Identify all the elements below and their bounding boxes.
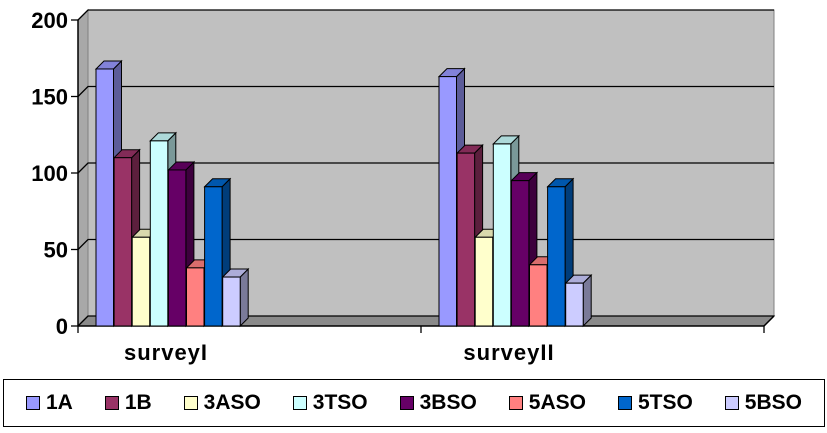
gridline	[77, 9, 774, 21]
legend-label: 5TSO	[637, 391, 693, 414]
x-category-labels: surveyI surveyII	[124, 340, 554, 365]
bars	[94, 59, 593, 328]
bar-front	[474, 236, 494, 327]
y-tick-label: 150	[31, 85, 68, 110]
legend-label: 1B	[124, 391, 152, 414]
legend-label: 1A	[45, 391, 73, 414]
bar-front	[95, 68, 114, 327]
bar-front	[186, 267, 205, 327]
legend-label: 3BSO	[419, 391, 477, 414]
bar	[564, 273, 593, 328]
bar-front	[222, 276, 241, 327]
legend-item: 3TSO	[292, 391, 368, 415]
x-axis-end	[763, 315, 775, 327]
legend-swatch	[104, 396, 119, 410]
bar-front	[456, 152, 476, 327]
x-category-label: surveyI	[124, 340, 208, 365]
legend-swatch	[508, 396, 523, 410]
legend-item: 3BSO	[399, 391, 477, 415]
gridline	[77, 162, 774, 174]
bar-front	[510, 180, 530, 327]
gridline	[77, 238, 774, 250]
bar-front	[438, 76, 457, 327]
y-tick-labels: 0 50 100 150 200	[31, 8, 68, 339]
bar-side	[582, 273, 592, 328]
legend-swatch	[183, 396, 198, 410]
legend-item: 5TSO	[617, 391, 693, 415]
bar-front	[131, 236, 151, 327]
bar-front	[167, 169, 187, 327]
legend-label: 5BSO	[744, 391, 802, 414]
y-tick-label: 100	[31, 161, 68, 186]
y-tick-label: 200	[31, 8, 68, 33]
bar-front	[529, 264, 548, 327]
legend-label: 3ASO	[203, 391, 261, 414]
bar-chart: 0 50 100 150 200 surveyI surveyII	[31, 8, 776, 365]
legend-item: 5BSO	[724, 391, 802, 415]
legend-label: 3TSO	[312, 391, 368, 414]
bar-front	[149, 140, 169, 327]
legend-item: 1B	[104, 391, 152, 415]
legend: 1A 1B 3ASO 3TSO 3BSO 5ASO 5TSO 5BSO	[3, 379, 825, 427]
bar-front	[565, 282, 584, 327]
bar-front	[113, 157, 133, 327]
y-tick-label: 50	[44, 238, 68, 263]
bar	[221, 267, 250, 328]
legend-item: 1A	[25, 391, 73, 415]
gridline	[77, 85, 774, 97]
x-category-label: surveyII	[463, 340, 554, 365]
y-tick-label: 0	[56, 314, 68, 339]
legend-swatch	[617, 396, 632, 410]
legend-swatch	[399, 396, 414, 410]
legend-label: 5ASO	[528, 391, 586, 414]
bar-front	[547, 186, 566, 327]
bar-front	[492, 143, 512, 327]
legend-swatch	[25, 396, 40, 410]
bar-front	[204, 186, 223, 327]
legend-item: 5ASO	[508, 391, 586, 415]
bar-side	[239, 267, 249, 328]
legend-swatch	[724, 396, 739, 410]
legend-swatch	[292, 396, 307, 410]
legend-item: 3ASO	[183, 391, 261, 415]
